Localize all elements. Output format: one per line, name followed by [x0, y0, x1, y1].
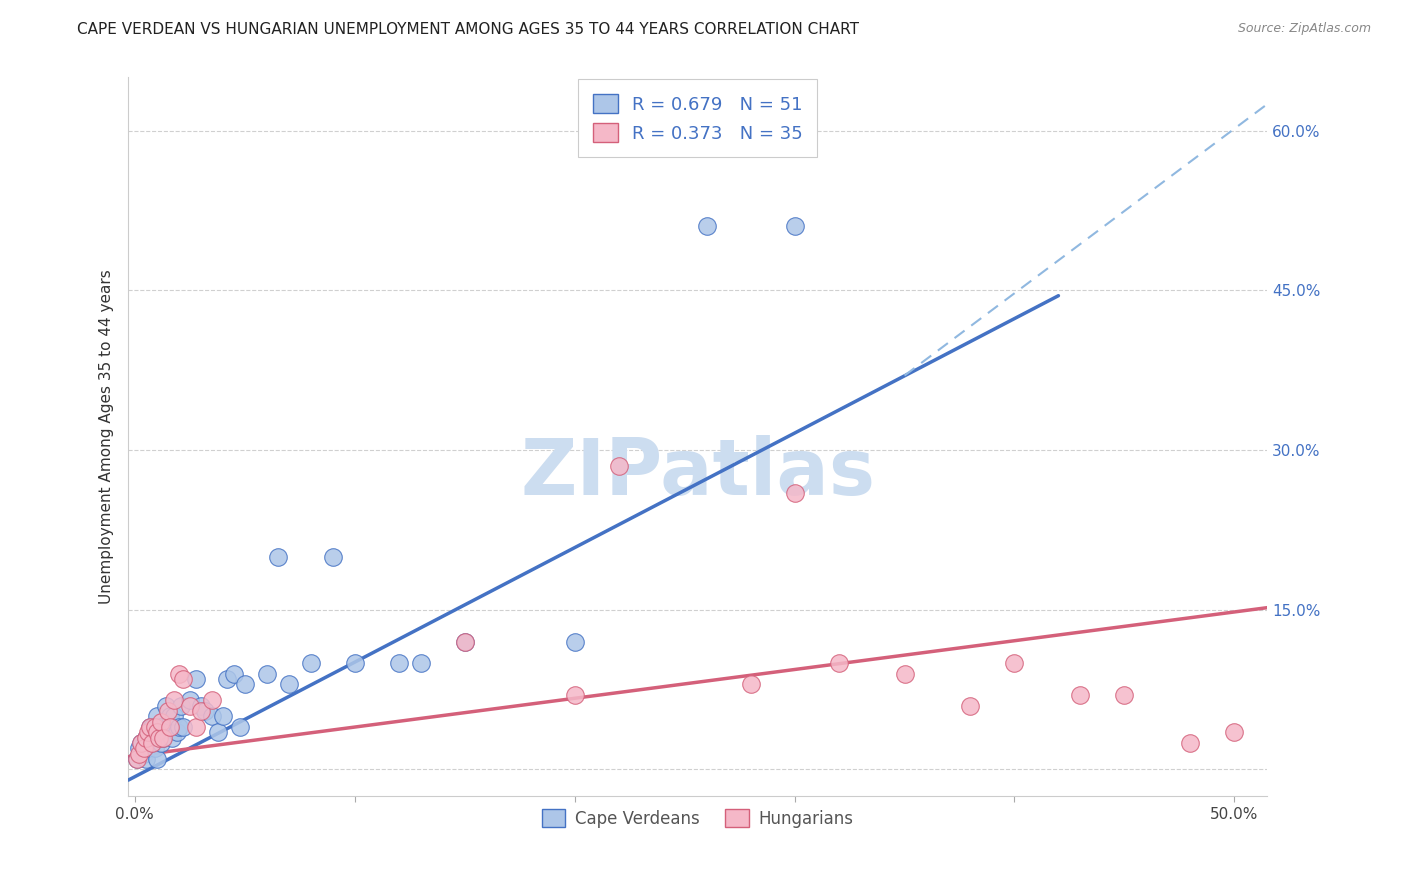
Point — [156, 720, 179, 734]
Point — [146, 725, 169, 739]
Point — [139, 731, 162, 745]
Point — [156, 704, 179, 718]
Point — [167, 666, 190, 681]
Point — [194, 704, 217, 718]
Point — [179, 698, 201, 713]
Text: ZIPatlas: ZIPatlas — [520, 434, 876, 511]
Point — [160, 731, 183, 745]
Point — [163, 709, 186, 723]
Point — [155, 698, 177, 713]
Point — [139, 720, 162, 734]
Point — [783, 219, 806, 234]
Point — [143, 741, 166, 756]
Point — [454, 634, 477, 648]
Point — [1114, 688, 1136, 702]
Point — [125, 752, 148, 766]
Point — [148, 731, 170, 745]
Point — [564, 688, 586, 702]
Point — [128, 741, 150, 756]
Point — [783, 485, 806, 500]
Point — [179, 693, 201, 707]
Point — [135, 752, 157, 766]
Point — [128, 747, 150, 761]
Point — [146, 709, 169, 723]
Point — [148, 731, 170, 745]
Text: Source: ZipAtlas.com: Source: ZipAtlas.com — [1237, 22, 1371, 36]
Point — [277, 677, 299, 691]
Point — [827, 656, 849, 670]
Point — [1004, 656, 1026, 670]
Point — [131, 736, 153, 750]
Point — [170, 698, 193, 713]
Point — [150, 720, 173, 734]
Point — [1223, 725, 1246, 739]
Text: CAPE VERDEAN VS HUNGARIAN UNEMPLOYMENT AMONG AGES 35 TO 44 YEARS CORRELATION CHA: CAPE VERDEAN VS HUNGARIAN UNEMPLOYMENT A… — [77, 22, 859, 37]
Point — [167, 720, 190, 734]
Point — [139, 720, 162, 734]
Point — [152, 731, 174, 745]
Point — [125, 752, 148, 766]
Point — [233, 677, 256, 691]
Point — [172, 672, 194, 686]
Point — [959, 698, 981, 713]
Point — [322, 549, 344, 564]
Point — [150, 736, 173, 750]
Point — [267, 549, 290, 564]
Point — [201, 709, 224, 723]
Point — [893, 666, 915, 681]
Point — [186, 672, 208, 686]
Point — [256, 666, 278, 681]
Point — [607, 458, 630, 473]
Point — [159, 709, 181, 723]
Point — [454, 634, 477, 648]
Point — [172, 720, 194, 734]
Point — [186, 720, 208, 734]
Point — [207, 725, 229, 739]
Point — [388, 656, 411, 670]
Point — [190, 698, 212, 713]
Point — [163, 693, 186, 707]
Point — [143, 720, 166, 734]
Point — [135, 731, 157, 745]
Point — [201, 693, 224, 707]
Point — [159, 720, 181, 734]
Point — [150, 714, 173, 729]
Point — [141, 736, 163, 750]
Point — [229, 720, 252, 734]
Point — [132, 747, 155, 761]
Point — [131, 736, 153, 750]
Point — [343, 656, 366, 670]
Point — [299, 656, 322, 670]
Point — [696, 219, 718, 234]
Point — [143, 725, 166, 739]
Point — [740, 677, 762, 691]
Point — [132, 741, 155, 756]
Point — [136, 725, 159, 739]
Y-axis label: Unemployment Among Ages 35 to 44 years: Unemployment Among Ages 35 to 44 years — [100, 269, 114, 604]
Point — [409, 656, 432, 670]
Legend: Cape Verdeans, Hungarians: Cape Verdeans, Hungarians — [536, 803, 860, 835]
Point — [1069, 688, 1091, 702]
Point — [136, 741, 159, 756]
Point — [141, 720, 163, 734]
Point — [146, 752, 169, 766]
Point — [152, 731, 174, 745]
Point — [141, 736, 163, 750]
Point — [222, 666, 245, 681]
Point — [1180, 736, 1202, 750]
Point — [564, 634, 586, 648]
Point — [190, 704, 212, 718]
Point — [166, 725, 188, 739]
Point — [135, 731, 157, 745]
Point — [217, 672, 239, 686]
Point — [211, 709, 233, 723]
